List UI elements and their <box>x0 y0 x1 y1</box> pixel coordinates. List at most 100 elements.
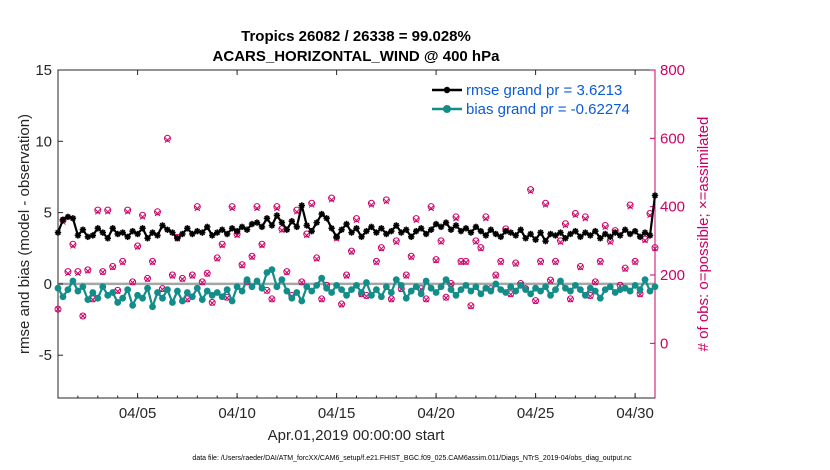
rmse-point <box>194 227 201 235</box>
rmse-point <box>243 226 251 233</box>
rmse-point <box>497 233 504 241</box>
rmse-point <box>308 227 315 235</box>
obs-assimilated-point <box>139 214 146 220</box>
obs-possible-point <box>387 295 395 303</box>
bias-point <box>497 286 505 294</box>
obs-assimilated-point <box>547 278 554 285</box>
rmse-point <box>437 223 445 231</box>
bias-point <box>273 283 281 291</box>
bias-point <box>601 286 609 294</box>
obs-possible-point <box>124 206 132 214</box>
obs-possible-point <box>477 244 485 252</box>
rmse-point <box>179 230 186 238</box>
bias-point <box>223 286 231 294</box>
bias-point <box>69 277 77 285</box>
bias-point <box>99 283 107 291</box>
obs-possible-point <box>462 257 470 265</box>
bias-point <box>64 286 72 294</box>
obs-assimilated-point <box>368 202 375 208</box>
rmse-point <box>204 223 211 231</box>
rmse-point <box>616 232 624 239</box>
obs-possible-point <box>308 199 316 207</box>
obs-assimilated-point <box>348 249 355 255</box>
bias-point <box>198 296 206 303</box>
bias-point <box>348 286 355 294</box>
bias-point <box>308 287 316 295</box>
obs-assimilated-point <box>219 242 226 249</box>
rmse-point <box>427 226 435 233</box>
bias-point <box>407 287 415 295</box>
legend-bias-marker <box>443 105 451 113</box>
rmse-point <box>472 223 480 231</box>
obs-assimilated-point <box>408 254 415 261</box>
bias-point <box>646 287 654 295</box>
rmse-point <box>94 225 101 232</box>
bias-point <box>353 281 360 289</box>
bias-point <box>213 289 221 296</box>
obs-possible-point <box>382 196 390 204</box>
obs-assimilated-point <box>94 208 101 215</box>
rmse-point <box>139 225 146 232</box>
bias-point <box>149 303 156 311</box>
bias-point <box>432 289 440 296</box>
bias-point <box>144 284 151 292</box>
bias-point <box>567 287 574 295</box>
bias-point <box>139 294 146 302</box>
bias-point <box>522 286 530 294</box>
rmse-point <box>223 230 231 238</box>
rmse-point <box>602 230 609 238</box>
obs-assimilated-point <box>249 254 255 261</box>
obs-possible-point <box>556 237 564 245</box>
bias-point <box>268 266 276 274</box>
obs-possible-point <box>571 210 579 217</box>
obs-possible-point <box>144 274 152 282</box>
rmse-point <box>348 229 355 236</box>
bias-point <box>507 283 515 291</box>
bias-point <box>343 291 350 299</box>
obs-assimilated-point <box>642 237 648 244</box>
obs-assimilated-point <box>463 259 469 266</box>
obs-possible-point <box>537 257 545 265</box>
obs-assimilated-point <box>478 245 484 252</box>
obs-possible-point <box>437 237 445 245</box>
obs-assimilated-point <box>209 300 216 306</box>
obs-possible-point <box>258 240 266 248</box>
obs-possible-point <box>631 257 639 265</box>
obs-assimilated-point <box>149 259 156 266</box>
obs-assimilated-point <box>343 273 350 279</box>
rmse-point <box>89 232 97 239</box>
rmse-point <box>99 229 106 236</box>
obs-possible-point <box>303 230 311 238</box>
obs-assimilated-point <box>562 222 569 229</box>
rmse-point <box>537 229 544 236</box>
rmse-point <box>228 225 236 232</box>
bias-point <box>382 283 390 291</box>
legend-bias-label: bias grand pr = -0.62274 <box>466 101 630 118</box>
bias-point <box>576 286 584 294</box>
bias-point <box>517 281 525 289</box>
bias-point <box>248 283 256 291</box>
bias-point <box>412 283 420 291</box>
bias-point <box>183 289 191 296</box>
obs-possible-point <box>154 208 161 216</box>
bias-point <box>457 286 465 294</box>
bias-point <box>298 297 306 305</box>
obs-assimilated-point <box>353 217 360 224</box>
obs-assimilated-point <box>378 245 385 252</box>
rmse-point <box>417 225 425 232</box>
bias-point <box>358 289 365 296</box>
obs-assimilated-point <box>453 215 459 222</box>
rmse-point <box>432 220 440 228</box>
bias-point <box>218 293 226 301</box>
bias-point <box>651 283 659 291</box>
obs-assimilated-point <box>80 313 86 319</box>
obs-assimilated-point <box>199 279 206 286</box>
obs-possible-point <box>193 203 201 211</box>
obs-possible-point <box>621 264 629 272</box>
obs-assimilated-point <box>627 203 633 210</box>
bias-point <box>552 286 559 294</box>
bias-point <box>611 289 619 296</box>
bias-point <box>263 269 271 276</box>
obs-possible-point <box>367 199 375 207</box>
